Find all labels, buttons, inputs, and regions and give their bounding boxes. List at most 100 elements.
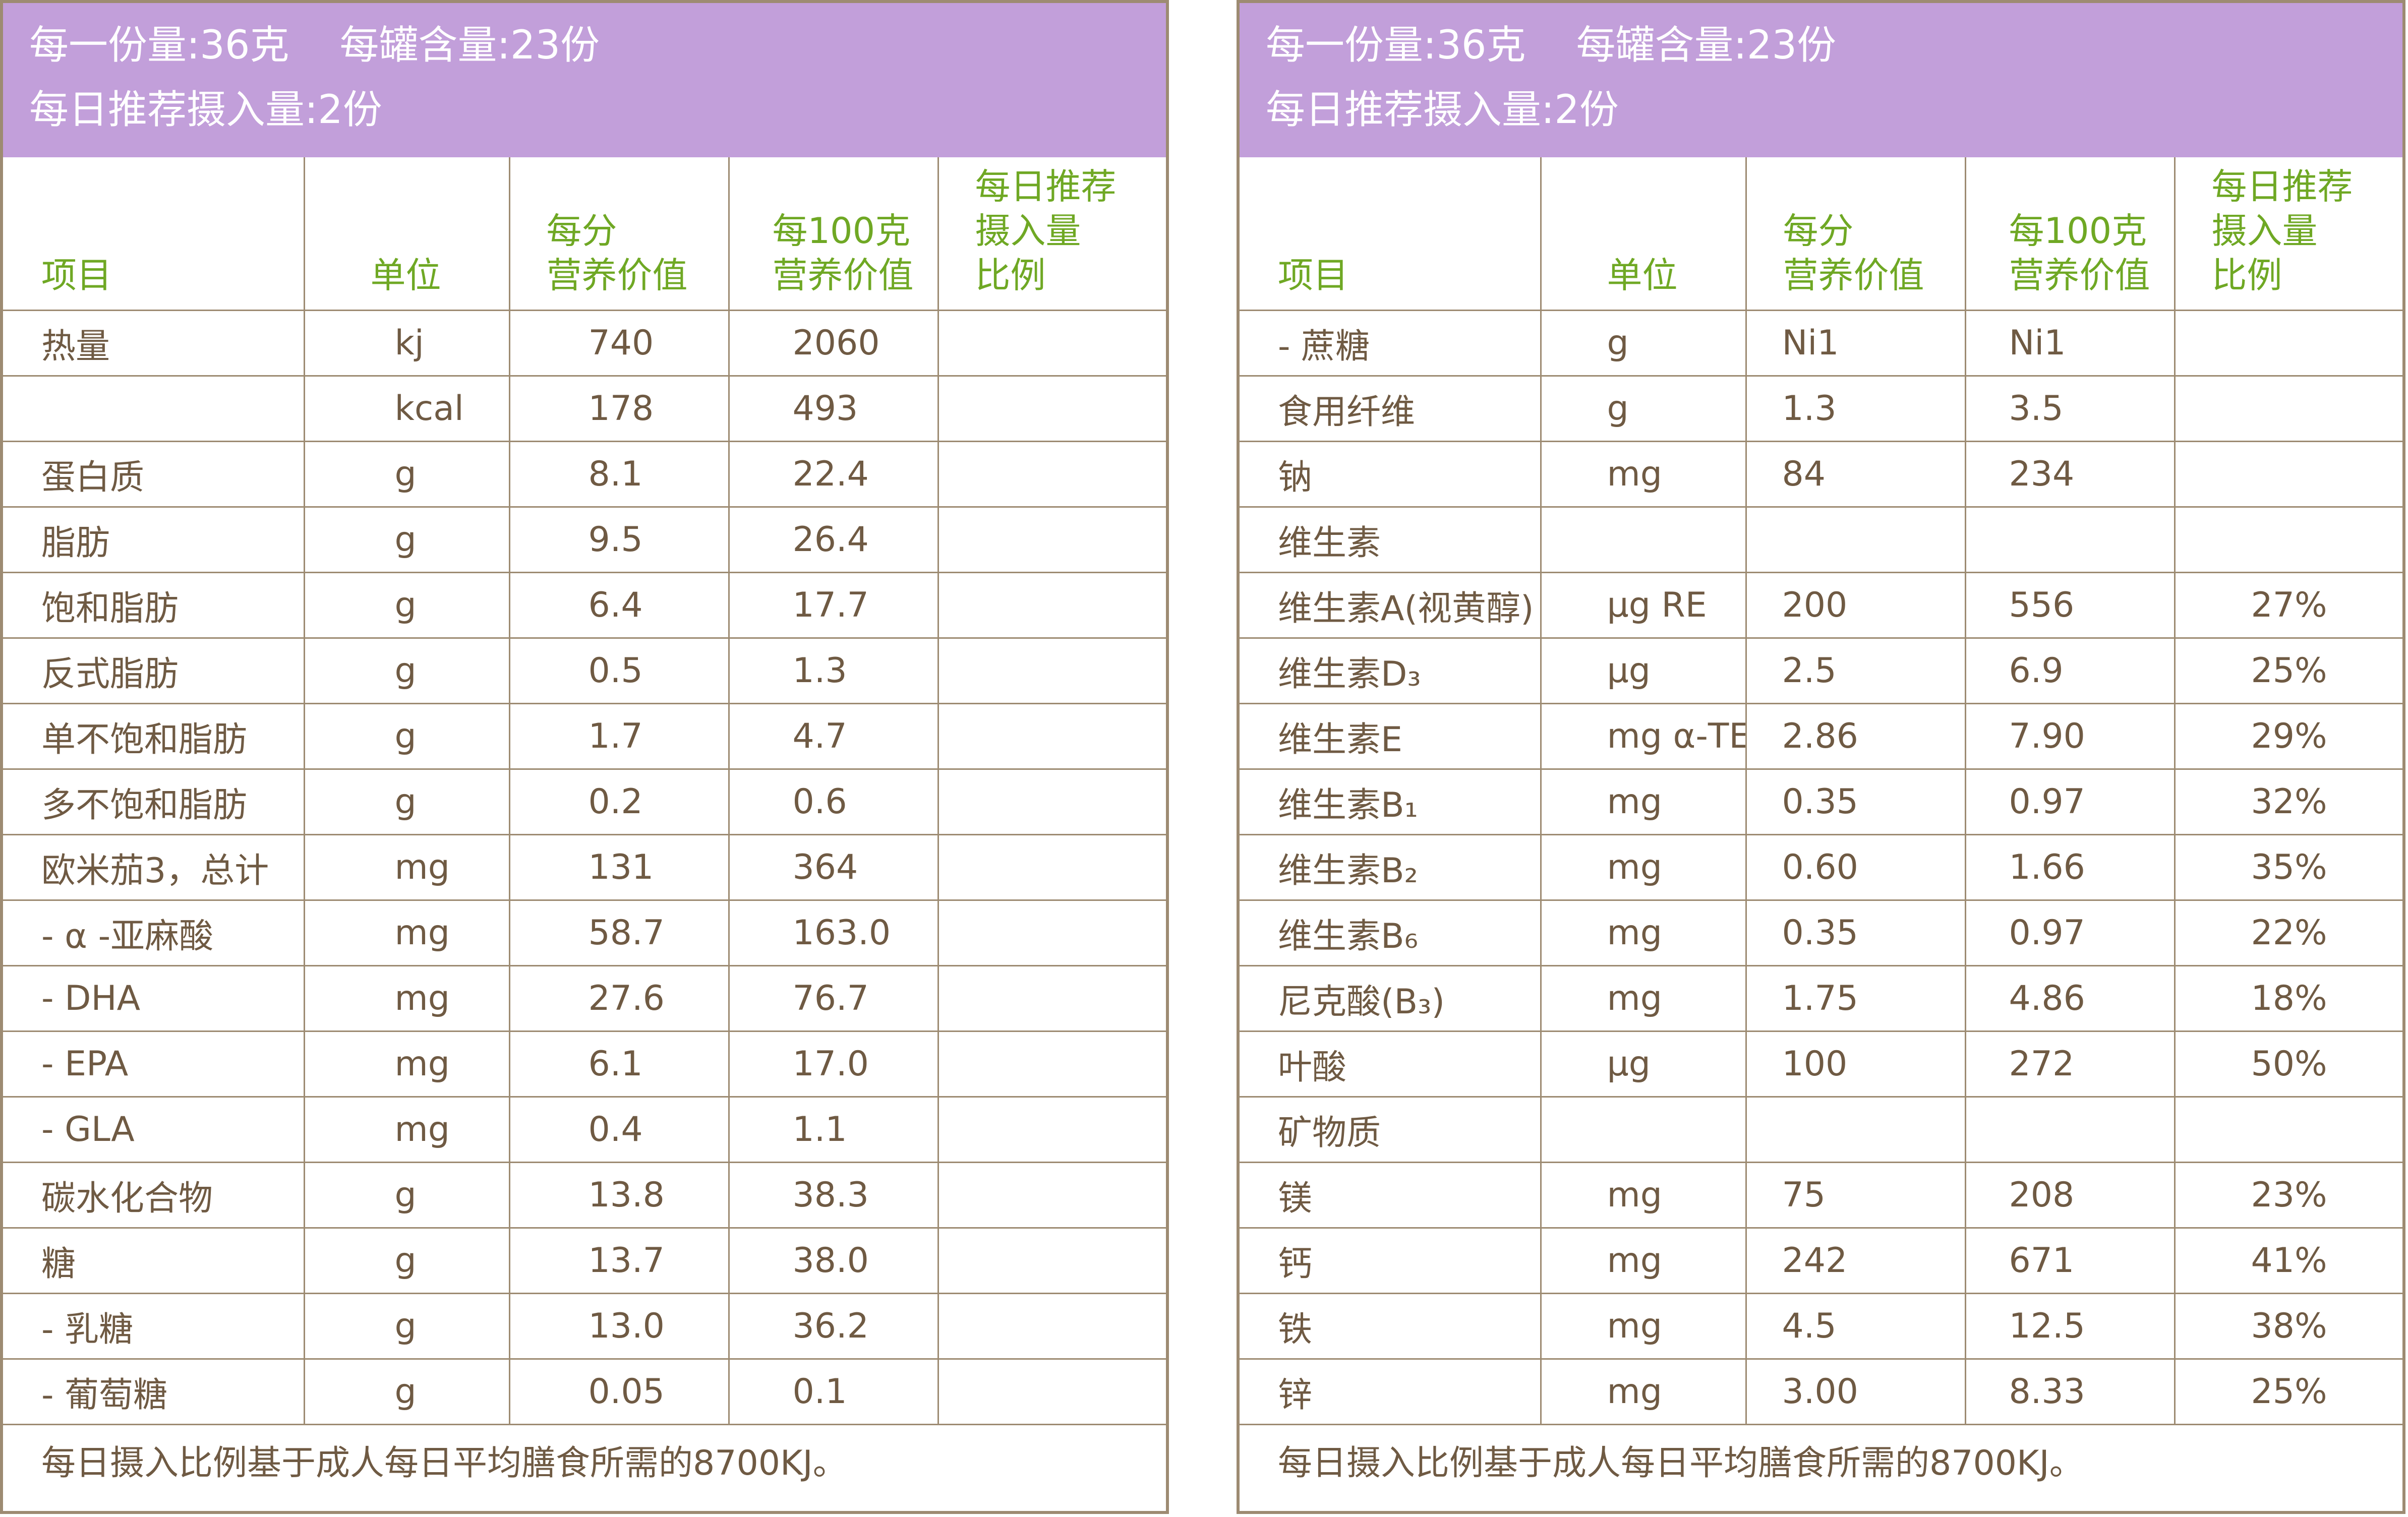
cell-per-serving: 1.3 bbox=[1746, 376, 1966, 442]
cell-daily-pct: 32% bbox=[2175, 769, 2402, 835]
col-header-per-100g: 每100克 营养价值 bbox=[729, 157, 939, 311]
nutrition-table: 项目 单位 每分 营养价值 每100克 营养价值 每日推荐 摄入量 比例 热量 kj 740… bbox=[3, 157, 1166, 1425]
cell-unit: mg bbox=[1541, 900, 1747, 966]
cell-item: 蛋白质 bbox=[3, 441, 305, 508]
cell-per-serving: 178 bbox=[509, 376, 730, 442]
cell-daily-pct bbox=[2175, 441, 2402, 508]
cell-unit: g bbox=[304, 769, 510, 835]
cell-daily-pct: 25% bbox=[2175, 638, 2402, 704]
cell-item: 欧米茄3，总计 bbox=[3, 834, 305, 901]
cell-item: - 葡萄糖 bbox=[3, 1359, 305, 1425]
nutrition-table: 项目 单位 每分 营养价值 每100克 营养价值 每日推荐 摄入量 比例 - 蔗糖 g Ni… bbox=[1240, 157, 2402, 1425]
cell-per-serving bbox=[1746, 1097, 1966, 1163]
cell-daily-pct: 18% bbox=[2175, 965, 2402, 1032]
cell-item: 维生素E bbox=[1240, 703, 1542, 770]
cell-daily-pct bbox=[938, 1162, 1166, 1229]
table-row: 蛋白质 g 8.1 22.4 bbox=[3, 441, 1166, 508]
daily-recommended-servings: 每日推荐摄入量:2份 bbox=[1266, 87, 1619, 133]
table-row: 钠 mg 84 234 bbox=[1240, 441, 2402, 508]
cell-per-100g: 3.5 bbox=[1965, 376, 2176, 442]
cell-item: 脂肪 bbox=[3, 507, 305, 573]
cell-per-serving: 58.7 bbox=[509, 900, 730, 966]
cell-item bbox=[3, 376, 305, 442]
cell-per-100g: 6.9 bbox=[1965, 638, 2176, 704]
cell-item: 多不饱和脂肪 bbox=[3, 769, 305, 835]
cell-unit: mg bbox=[304, 834, 510, 901]
servings-per-can: 每罐含量:23份 bbox=[1576, 23, 1837, 68]
table-row: 尼克酸(B₃) mg 1.75 4.86 18% bbox=[1240, 965, 2402, 1032]
cell-unit: mg bbox=[1541, 834, 1747, 901]
cell-per-serving: 131 bbox=[509, 834, 730, 901]
cell-per-100g: 22.4 bbox=[729, 441, 939, 508]
cell-per-serving: 100 bbox=[1746, 1031, 1966, 1098]
cell-daily-pct: 35% bbox=[2175, 834, 2402, 901]
cell-per-serving: 2.5 bbox=[1746, 638, 1966, 704]
cell-unit: mg bbox=[1541, 1359, 1747, 1425]
cell-per-100g: 36.2 bbox=[729, 1293, 939, 1360]
footnote: 每日摄入比例基于成人每日平均膳食所需的8700KJ。 bbox=[41, 1443, 847, 1483]
cell-daily-pct bbox=[938, 1031, 1166, 1098]
cell-per-100g: 76.7 bbox=[729, 965, 939, 1032]
serving-size: 每一份量:36克 bbox=[29, 23, 289, 68]
cell-daily-pct: 22% bbox=[2175, 900, 2402, 966]
cell-item: 维生素B₂ bbox=[1240, 834, 1542, 901]
cell-item: 热量 bbox=[3, 310, 305, 377]
cell-per-100g: 8.33 bbox=[1965, 1359, 2176, 1425]
cell-daily-pct bbox=[938, 769, 1166, 835]
table-row: - 葡萄糖 g 0.05 0.1 bbox=[3, 1359, 1166, 1425]
cell-unit: mg bbox=[304, 900, 510, 966]
cell-unit bbox=[1541, 1097, 1747, 1163]
table-row: 食用纤维 g 1.3 3.5 bbox=[1240, 376, 2402, 442]
cell-per-100g: 208 bbox=[1965, 1162, 2176, 1229]
cell-item: 叶酸 bbox=[1240, 1031, 1542, 1098]
cell-unit: g bbox=[304, 572, 510, 639]
cell-item: - EPA bbox=[3, 1031, 305, 1098]
cell-per-serving: 200 bbox=[1746, 572, 1966, 639]
cell-per-100g: 4.7 bbox=[729, 703, 939, 770]
cell-per-100g: 38.3 bbox=[729, 1162, 939, 1229]
cell-daily-pct bbox=[938, 638, 1166, 704]
cell-per-serving: 13.7 bbox=[509, 1228, 730, 1294]
table-row: 糖 g 13.7 38.0 bbox=[3, 1228, 1166, 1294]
cell-daily-pct bbox=[938, 834, 1166, 901]
cell-daily-pct bbox=[938, 376, 1166, 442]
cell-item: 维生素D₃ bbox=[1240, 638, 1542, 704]
cell-item: - DHA bbox=[3, 965, 305, 1032]
cell-unit: mg α-TE bbox=[1541, 703, 1747, 770]
cell-daily-pct bbox=[938, 900, 1166, 966]
col-header-per-serving: 每分 营养价值 bbox=[1746, 157, 1966, 311]
cell-unit: mg bbox=[304, 965, 510, 1032]
cell-per-100g bbox=[1965, 507, 2176, 573]
cell-item: 饱和脂肪 bbox=[3, 572, 305, 639]
table-row: 维生素B₂ mg 0.60 1.66 35% bbox=[1240, 834, 2402, 901]
cell-per-serving: 84 bbox=[1746, 441, 1966, 508]
table-row: - EPA mg 6.1 17.0 bbox=[3, 1031, 1166, 1098]
col-header-per-100g: 每100克 营养价值 bbox=[1965, 157, 2176, 311]
cell-per-100g: 12.5 bbox=[1965, 1293, 2176, 1360]
table-row: 碳水化合物 g 13.8 38.3 bbox=[3, 1162, 1166, 1229]
cell-unit: mg bbox=[304, 1031, 510, 1098]
cell-unit: mg bbox=[1541, 1162, 1747, 1229]
cell-unit: g bbox=[304, 638, 510, 704]
col-header-unit: 单位 bbox=[304, 157, 510, 311]
cell-item: 食用纤维 bbox=[1240, 376, 1542, 442]
cell-per-100g: 38.0 bbox=[729, 1228, 939, 1294]
cell-per-serving: 0.60 bbox=[1746, 834, 1966, 901]
cell-item: 单不饱和脂肪 bbox=[3, 703, 305, 770]
table-row: 维生素E mg α-TE 2.86 7.90 29% bbox=[1240, 703, 2402, 770]
cell-daily-pct bbox=[938, 1228, 1166, 1294]
table-row: 维生素D₃ μg 2.5 6.9 25% bbox=[1240, 638, 2402, 704]
cell-unit: kj bbox=[304, 310, 510, 377]
cell-daily-pct: 50% bbox=[2175, 1031, 2402, 1098]
cell-per-serving: 27.6 bbox=[509, 965, 730, 1032]
table-row: - GLA mg 0.4 1.1 bbox=[3, 1097, 1166, 1163]
cell-per-serving: 75 bbox=[1746, 1162, 1966, 1229]
col-header-item: 项目 bbox=[3, 157, 305, 311]
cell-per-serving bbox=[1746, 507, 1966, 573]
cell-item: 维生素B₁ bbox=[1240, 769, 1542, 835]
cell-per-serving: 6.4 bbox=[509, 572, 730, 639]
cell-daily-pct bbox=[2175, 507, 2402, 573]
cell-unit bbox=[1541, 507, 1747, 573]
table-row: 反式脂肪 g 0.5 1.3 bbox=[3, 638, 1166, 704]
table-row: 钙 mg 242 671 41% bbox=[1240, 1228, 2402, 1294]
